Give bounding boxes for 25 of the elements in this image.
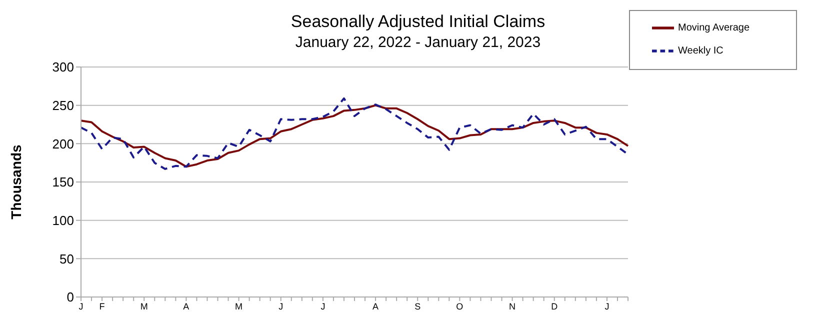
y-tick-label: 300 <box>52 60 74 75</box>
x-tick-label: D <box>551 301 558 312</box>
x-tick-label: F <box>99 301 106 312</box>
chart-title: Seasonally Adjusted Initial Claims <box>290 12 546 32</box>
y-tick-label: 50 <box>60 251 74 266</box>
y-axis-title: Thousands <box>8 144 24 220</box>
x-tick-label: M <box>140 301 148 312</box>
legend-label: Moving Average <box>678 22 750 34</box>
x-tick-label: A <box>372 301 379 312</box>
y-tick-label: 150 <box>52 174 74 190</box>
y-tick-label: 200 <box>52 136 74 152</box>
y-tick-label: 250 <box>52 98 74 113</box>
x-tick-label: M <box>235 301 243 312</box>
x-tick-label: J <box>278 301 284 312</box>
x-tick-label: N <box>509 301 516 312</box>
x-tick-label: S <box>414 301 421 312</box>
x-tick-label: J <box>320 301 326 312</box>
legend-label: Weekly IC <box>678 45 724 56</box>
x-tick-label: J <box>78 301 84 312</box>
x-tick-label: J <box>604 301 610 312</box>
y-tick-label: 100 <box>52 212 74 228</box>
x-tick-label: A <box>183 301 190 312</box>
chart-subtitle: January 22, 2022 - January 21, 2023 <box>294 34 542 51</box>
x-tick-label: O <box>456 301 464 312</box>
y-tick-label: 0 <box>66 290 74 305</box>
